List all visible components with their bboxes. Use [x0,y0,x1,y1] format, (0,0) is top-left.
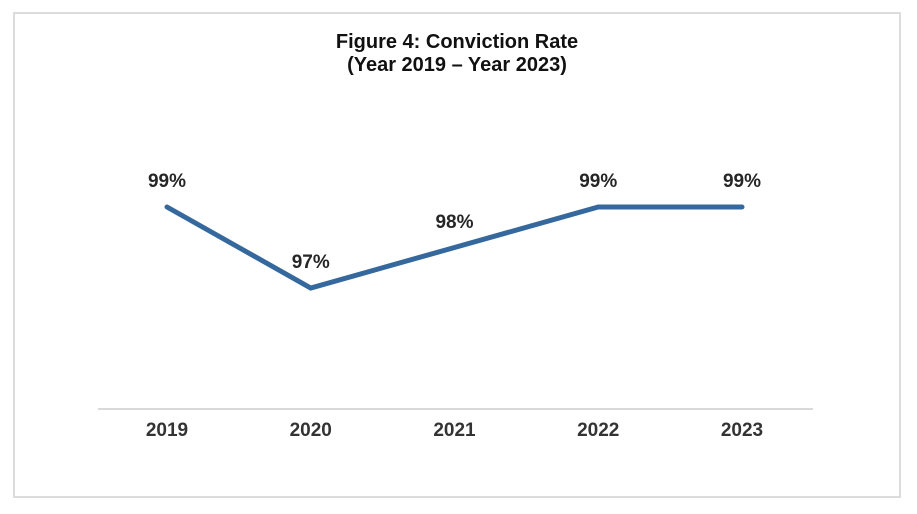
x-axis-label-2022: 2022 [577,420,620,441]
chart-title-line1: Figure 4: Conviction Rate [335,31,579,53]
data-label-2023: 99% [722,171,762,192]
x-axis-label-2021: 2021 [433,420,476,441]
data-label-2019: 99% [147,171,187,192]
conviction-rate-line [164,204,745,291]
chart-title-line2: (Year 2019 – Year 2023) [347,54,567,76]
x-axis-label-2020: 2020 [289,420,332,441]
chart-title: Figure 4: Conviction Rate (Year 2019 – Y… [13,31,901,77]
x-axis-label-2023: 2023 [720,420,764,441]
x-axis-label-2019: 2019 [145,420,189,441]
data-label-2022: 99% [579,171,618,192]
data-label-2020: 97% [291,252,330,273]
data-label-2021: 98% [435,211,474,233]
